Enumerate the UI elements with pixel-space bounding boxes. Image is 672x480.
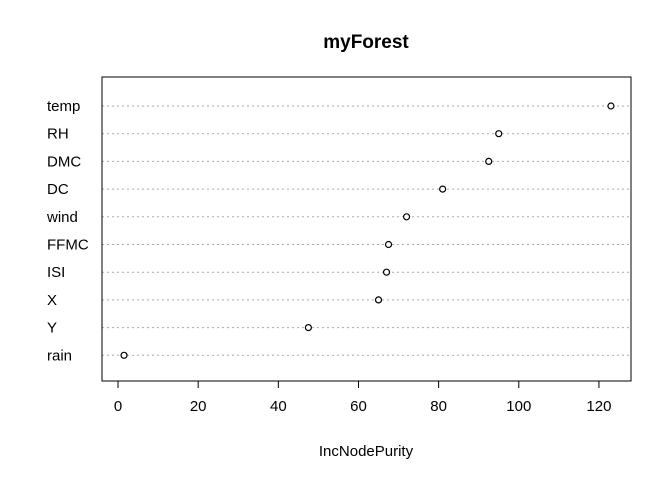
data-point-rain — [120, 351, 128, 359]
data-points — [120, 102, 615, 359]
x-tick-label-100: 100 — [506, 398, 531, 415]
data-point-wind — [402, 213, 411, 221]
category-label-RH: RH — [47, 126, 69, 143]
category-label-FFMC: FFMC — [47, 237, 89, 254]
data-point-DC — [439, 185, 447, 193]
category-label-rain: rain — [47, 347, 72, 364]
data-point-X — [374, 296, 383, 304]
data-point-FFMC — [384, 240, 393, 249]
grid-lines — [102, 105, 631, 356]
data-point-DMC — [485, 157, 493, 165]
x-tick-label-20: 20 — [190, 398, 207, 415]
plot-box — [101, 76, 632, 382]
category-label-DC: DC — [47, 181, 69, 198]
x-tick-label-0: 0 — [114, 398, 122, 415]
x-tick-label-80: 80 — [430, 398, 447, 415]
category-label-DMC: DMC — [47, 153, 81, 170]
data-point-ISI — [382, 268, 391, 276]
x-tick-label-60: 60 — [350, 398, 367, 415]
category-label-temp: temp — [47, 98, 80, 115]
category-label-wind: wind — [46, 209, 78, 226]
data-point-RH — [495, 130, 503, 138]
data-point-temp — [607, 102, 615, 110]
category-label-X: X — [47, 292, 57, 309]
category-label-Y: Y — [47, 320, 57, 337]
x-axis-label: IncNodePurity — [319, 443, 414, 460]
chart-title: myForest — [323, 32, 409, 53]
x-tick-label-120: 120 — [586, 398, 611, 415]
x-tick-label-40: 40 — [270, 398, 287, 415]
x-axis: 0 20 40 60 80 100 120 — [114, 381, 611, 415]
category-label-ISI: ISI — [47, 264, 65, 281]
data-point-Y — [304, 324, 312, 332]
